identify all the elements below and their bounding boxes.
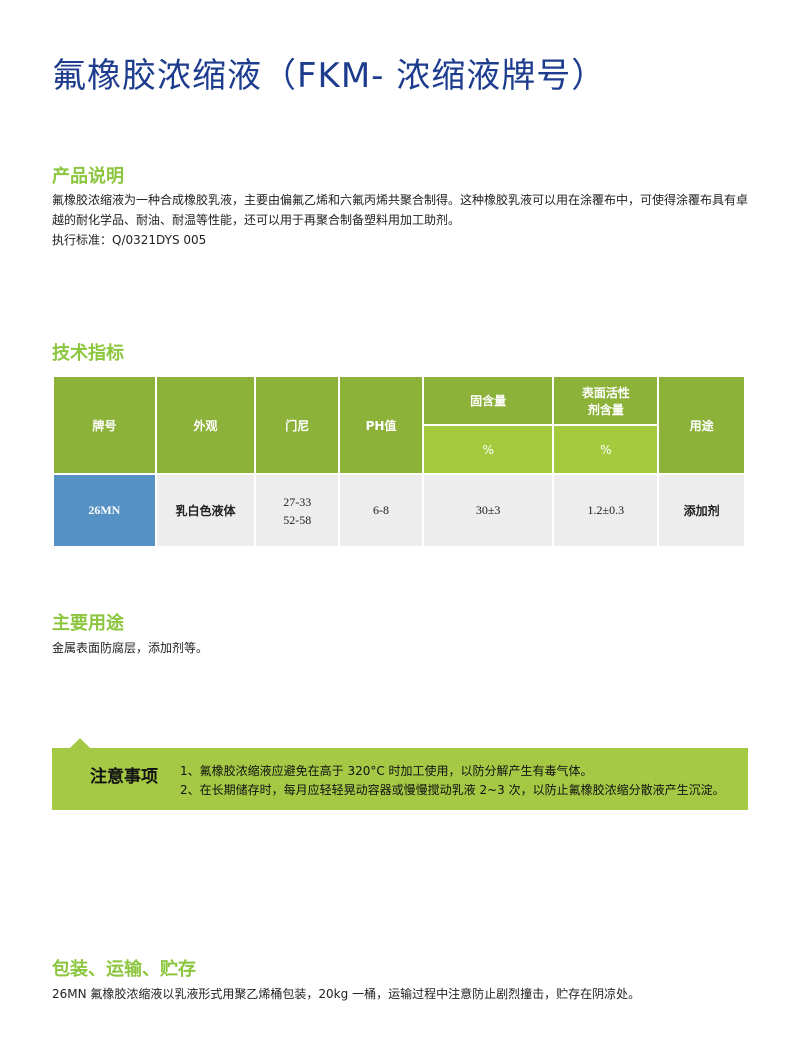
section-heading-uses: 主要用途: [52, 613, 124, 634]
cell-surfactant: 1.2±0.3: [552, 473, 660, 548]
page-title: 氟橡胶浓缩液（FKM- 浓缩液牌号）: [52, 56, 607, 96]
header-appearance: 外观: [154, 375, 257, 475]
packaging-text: 26MN 氟橡胶浓缩液以乳液形式用聚乙烯桶包装，20kg 一桶，运输过程中注意防…: [52, 987, 641, 1001]
mooney-value-1: 27-33: [283, 494, 312, 509]
header-solid-unit: %: [421, 424, 555, 475]
header-surfactant-unit: %: [552, 424, 660, 475]
cell-ph: 6-8: [338, 473, 424, 548]
header-surfactant: 表面活性剂含量: [552, 375, 660, 426]
notice-item: 1、氟橡胶浓缩液应避免在高于 320°C 时加工使用，以防分解产生有毒气体。: [180, 764, 593, 778]
header-mooney: 门尼: [254, 375, 341, 475]
uses-text: 金属表面防腐层，添加剂等。: [52, 641, 209, 655]
cell-appearance: 乳白色液体: [154, 473, 257, 548]
section-heading-description: 产品说明: [52, 166, 124, 187]
section-heading-packaging: 包装、运输、贮存: [52, 959, 196, 980]
mooney-value-2: 52-58: [283, 512, 312, 527]
cell-mooney: 27-33 52-58: [254, 473, 341, 548]
header-solid: 固含量: [421, 375, 555, 426]
notice-item: 2、在长期储存时，每月应轻轻晃动容器或慢慢搅动乳液 2~3 次，以防止氟橡胶浓缩…: [180, 783, 725, 797]
table-row: 26MN 乳白色液体 27-33 52-58 6-8 30±3 1.2±0.3 …: [52, 473, 746, 548]
header-ph: PH值: [338, 375, 424, 475]
description-text: 氟橡胶浓缩液为一种合成橡胶乳液，主要由偏氟乙烯和六氟丙烯共聚合制得。这种橡胶乳液…: [52, 193, 749, 227]
cell-use: 添加剂: [657, 473, 746, 548]
header-brand: 牌号: [52, 375, 157, 475]
notice-box: 注意事项 1、氟橡胶浓缩液应避免在高于 320°C 时加工使用，以防分解产生有毒…: [52, 748, 748, 810]
section-heading-specs: 技术指标: [52, 343, 124, 364]
cell-solid: 30±3: [421, 473, 555, 548]
notice-items: 1、氟橡胶浓缩液应避免在高于 320°C 时加工使用，以防分解产生有毒气体。 2…: [180, 762, 725, 800]
specs-table: 牌号 外观 门尼 PH值 固含量 表面活性剂含量 用途 % % 26MN 乳白色…: [52, 375, 746, 548]
notice-pointer: [70, 738, 90, 748]
header-use: 用途: [657, 375, 746, 475]
standard-text: 执行标准：Q/0321DYS 005: [52, 233, 207, 247]
cell-brand: 26MN: [52, 473, 157, 548]
notice-label: 注意事项: [90, 767, 158, 787]
